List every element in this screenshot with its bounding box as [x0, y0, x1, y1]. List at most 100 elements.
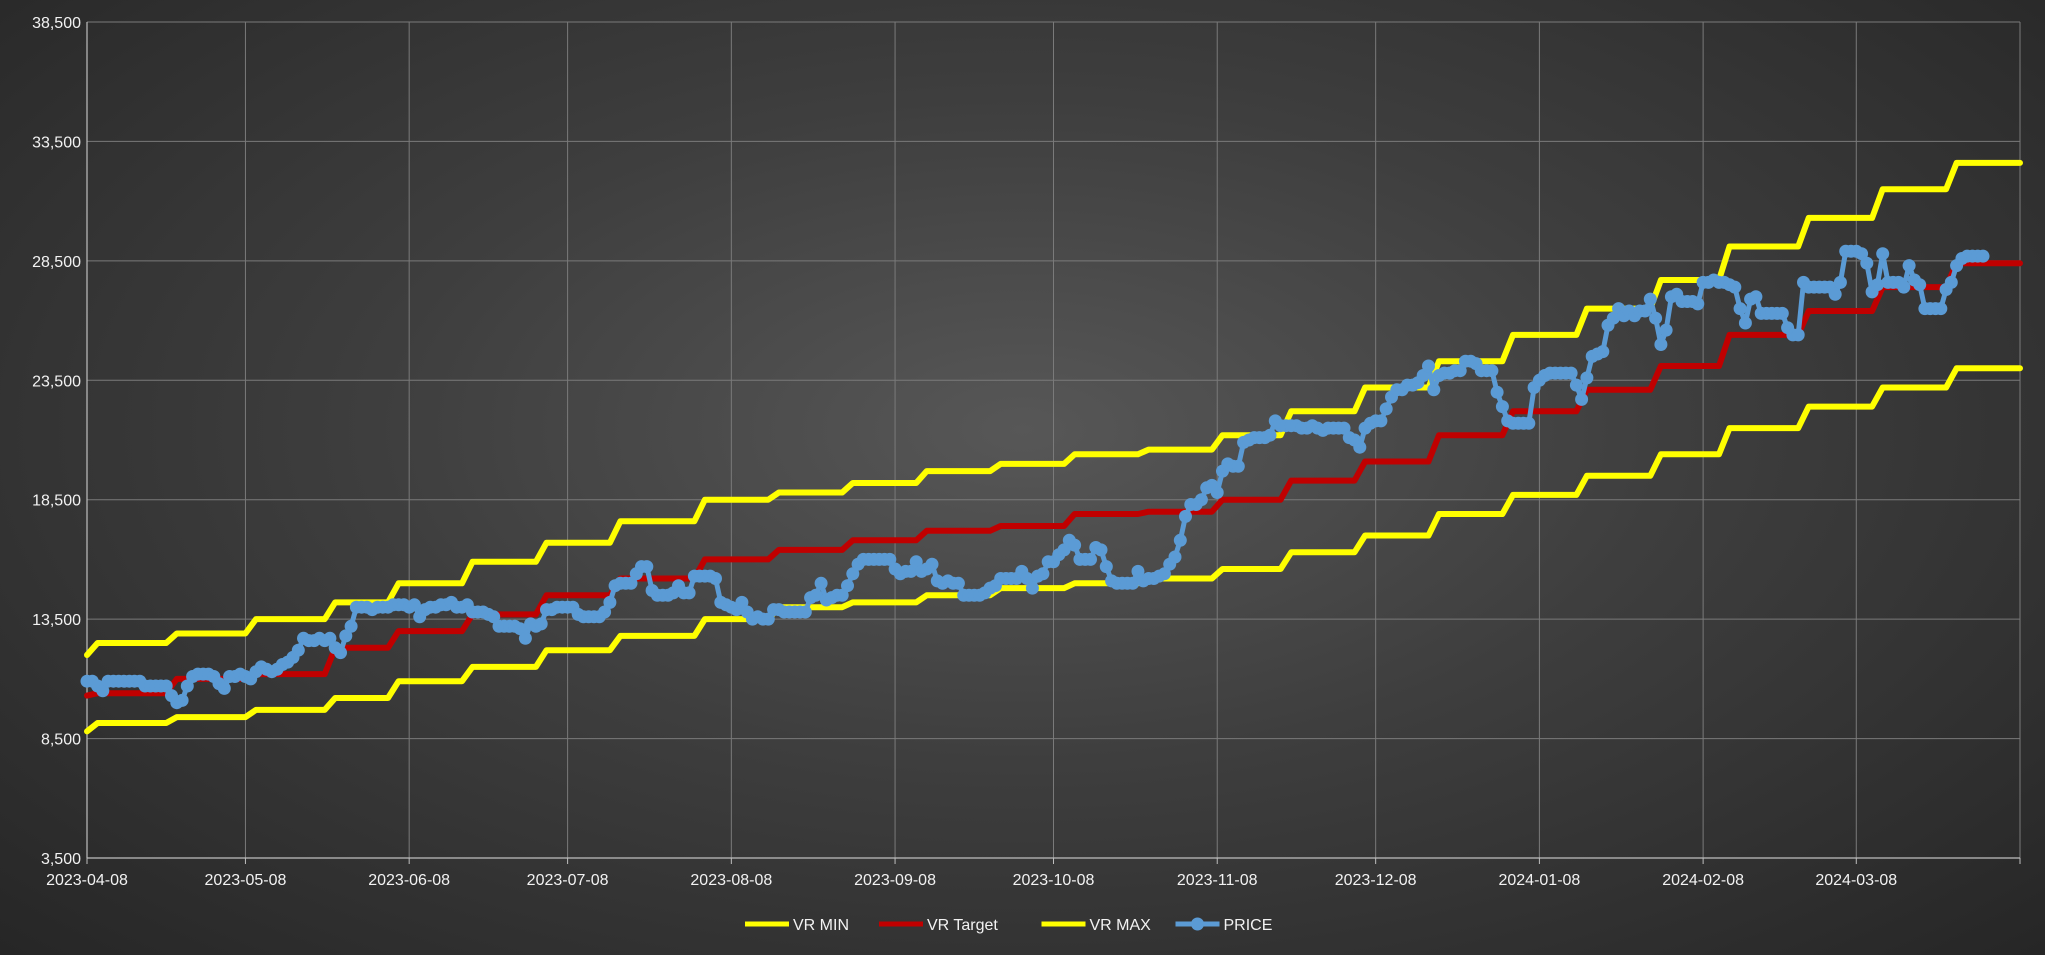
price-point	[96, 684, 110, 698]
x-tick-label: 2024-02-08	[1662, 872, 1744, 889]
legend-label: VR MIN	[793, 917, 849, 934]
price-point	[1337, 421, 1351, 435]
price-point	[1976, 249, 1990, 263]
x-tick-label: 2024-01-08	[1498, 872, 1580, 889]
series-line-price	[84, 248, 1986, 706]
price-point	[1353, 440, 1367, 454]
price-point	[1828, 287, 1842, 301]
price-point	[1131, 564, 1145, 578]
price-point	[1168, 550, 1182, 564]
legend-label: VR MAX	[1090, 917, 1152, 934]
price-point	[180, 679, 194, 693]
price-point	[339, 629, 353, 643]
price-markers	[80, 244, 1990, 710]
price-point	[909, 555, 923, 569]
price-point	[1870, 278, 1884, 292]
price-point	[1374, 414, 1388, 428]
price-point	[1126, 576, 1140, 590]
price-point	[1897, 280, 1911, 294]
legend-item-vr-max: VR MAX	[1041, 917, 1152, 934]
price-point	[1564, 366, 1578, 380]
price-point	[1934, 302, 1948, 316]
price-point	[598, 605, 612, 619]
price-point	[1210, 486, 1224, 499]
y-tick-label: 18,500	[32, 493, 81, 510]
price-point	[1944, 275, 1958, 289]
price-point	[1876, 247, 1890, 261]
price-point	[1084, 552, 1097, 566]
price-point	[761, 612, 775, 626]
price-point	[518, 631, 532, 645]
price-point	[1231, 459, 1245, 473]
price-point	[1738, 316, 1752, 330]
y-tick-labels: 3,500 8,500 13,500 18,500 23,500 28,500 33,500…	[32, 15, 81, 868]
legend-label: VR Target	[927, 917, 998, 934]
price-point	[1654, 338, 1668, 351]
price-point	[1643, 292, 1657, 306]
price-point	[1775, 306, 1789, 320]
price-point	[1194, 493, 1208, 507]
price-point	[846, 567, 860, 581]
price-point	[1902, 259, 1916, 273]
price-point	[407, 598, 421, 612]
series-line-vr-max	[84, 159, 2023, 658]
price-point	[344, 619, 358, 633]
price-point	[1057, 543, 1071, 557]
x-tick-label: 2023-05-08	[205, 872, 287, 889]
price-point	[624, 576, 638, 590]
legend: VR MIN VR Target VR MAX PRICE	[745, 917, 1272, 934]
price-point	[951, 576, 965, 590]
price-point	[682, 586, 696, 600]
price-point	[1833, 275, 1847, 289]
price-point	[1659, 323, 1673, 337]
x-tick-label: 2023-04-08	[46, 872, 128, 889]
series-line-vr-target	[84, 260, 2023, 699]
price-point	[534, 617, 548, 631]
price-point	[1596, 345, 1610, 359]
price-point	[883, 552, 897, 566]
price-point	[1422, 359, 1435, 373]
price-point	[841, 579, 854, 593]
price-point	[334, 646, 347, 660]
price-point	[1913, 278, 1927, 292]
price-point	[1453, 364, 1467, 378]
y-tick-label: 8,500	[41, 732, 81, 749]
price-point	[1490, 385, 1504, 399]
price-point	[1173, 533, 1187, 547]
x-tick-label: 2023-12-08	[1335, 872, 1417, 889]
price-point	[1860, 256, 1874, 270]
legend-item-vr-target: VR Target	[879, 917, 998, 934]
price-point	[1728, 280, 1742, 294]
price-point	[1157, 567, 1171, 581]
price-point	[1427, 383, 1441, 397]
x-tick-label: 2023-07-08	[527, 872, 609, 889]
price-point	[1855, 247, 1869, 261]
legend-marker	[1191, 917, 1204, 931]
price-point	[1485, 364, 1499, 378]
price-point	[323, 631, 337, 645]
price-point	[709, 572, 722, 585]
y-tick-label: 28,500	[32, 254, 81, 271]
price-point	[1691, 297, 1705, 311]
legend-item-vr-min: VR MIN	[745, 917, 849, 934]
price-point	[798, 605, 812, 619]
price-point	[1638, 304, 1652, 318]
price-point	[1791, 328, 1805, 342]
x-tick-label: 2023-10-08	[1013, 872, 1095, 889]
axes	[86, 22, 2021, 864]
price-point	[1068, 538, 1082, 552]
price-point	[217, 681, 231, 695]
price-point	[1263, 428, 1277, 442]
price-point	[487, 610, 501, 624]
price-point	[1749, 290, 1763, 304]
price-point	[1649, 311, 1663, 325]
price-point	[1522, 416, 1536, 430]
series-line-vr-min	[84, 365, 2023, 735]
price-point	[291, 643, 305, 657]
price-point	[1099, 560, 1113, 574]
price-point	[513, 622, 527, 636]
price-point	[1179, 509, 1192, 523]
price-point	[1495, 400, 1509, 414]
